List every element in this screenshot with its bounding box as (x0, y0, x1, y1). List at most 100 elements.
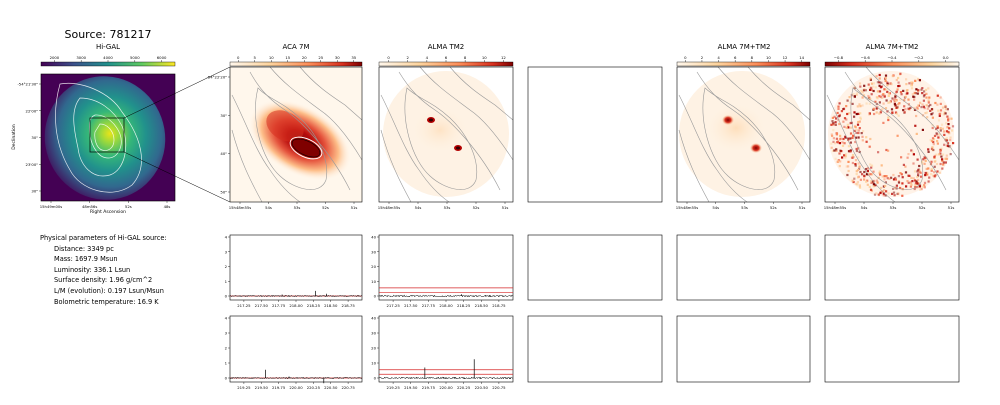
noise-pixel (838, 165, 841, 168)
noise-pixel (865, 173, 869, 176)
noise-pixel (833, 142, 836, 145)
noise-pixel (946, 126, 949, 129)
x-tick-label: 53s (741, 205, 748, 210)
noise-pixel (862, 130, 865, 133)
noise-pixel (862, 89, 866, 92)
noise-pixel (870, 180, 873, 183)
colorbar-tick-label: 4 (426, 55, 429, 60)
noise-pixel (837, 159, 840, 162)
spectrum-y-tick-label: 40 (371, 316, 376, 321)
noise-pixel (830, 146, 833, 149)
noise-pixel (913, 108, 917, 111)
noise-pixel (849, 132, 853, 135)
noise-pixel (870, 86, 873, 89)
x-tick-label: 54s (712, 205, 719, 210)
spectrum-x-tick-label: 217.75 (272, 303, 286, 308)
noise-pixel (906, 180, 909, 183)
noise-pixel (917, 172, 920, 176)
noise-pixel (904, 171, 908, 174)
noise-pixel (891, 111, 894, 114)
noise-pixel (917, 78, 920, 81)
noise-pixel (855, 93, 858, 96)
tm2-panel: ALMA TM2 0 2 4 6 8 10 12 15h48m55s 54s 53s 52s 51s (378, 43, 514, 210)
noise-pixel (872, 82, 876, 85)
noise-pixel (931, 124, 934, 127)
noise-pixel (916, 158, 919, 161)
higal-colorbar-ticks: 2000 3000 4000 5000 6000 (50, 55, 167, 62)
noise-pixel (879, 86, 882, 89)
noise-pixel (832, 129, 835, 132)
combneg-x-ticks: 15h48m55s 54s 53s 52s 51s (824, 202, 954, 210)
noise-pixel (876, 81, 879, 84)
noise-pixel (833, 149, 836, 152)
noise-pixel (878, 84, 881, 87)
spectrum-panel (527, 315, 663, 383)
noise-pixel (935, 162, 939, 166)
noise-pixel (907, 107, 910, 110)
y-tick-label: 30" (31, 189, 38, 194)
noise-pixel (861, 139, 864, 142)
noise-pixel (931, 146, 934, 149)
noise-pixel (937, 119, 941, 122)
noise-pixel (883, 88, 886, 91)
noise-pixel (870, 173, 874, 176)
noise-pixel (845, 126, 848, 129)
combneg-colorbar-ticks: −0.8 −0.6 −0.4 −0.2 0.0 (834, 55, 949, 62)
noise-pixel (878, 170, 881, 173)
noise-pixel (846, 99, 849, 102)
noise-pixel (933, 175, 936, 178)
comb-source-2 (750, 143, 762, 153)
noise-pixel (910, 81, 913, 84)
noise-pixel (871, 180, 874, 183)
noise-pixel (858, 184, 861, 187)
noise-pixel (919, 188, 922, 191)
noise-pixel (875, 179, 879, 182)
noise-pixel (896, 192, 899, 195)
noise-pixel (910, 176, 913, 179)
noise-pixel (905, 83, 908, 86)
higal-x-ticks: 15h49m00s 48m56s 52s 48s (40, 201, 170, 209)
noise-pixel (897, 181, 901, 184)
noise-pixel (886, 177, 889, 180)
colorbar-tick-label: 8 (751, 55, 754, 60)
noise-pixel (923, 107, 926, 110)
noise-pixel (922, 105, 925, 108)
noise-pixel (933, 165, 936, 168)
noise-pixel (897, 192, 900, 195)
noise-pixel (859, 105, 862, 108)
spectrum-x-tick-label: 220.50 (475, 385, 489, 390)
noise-pixel (865, 102, 868, 105)
colorbar-tick-label: −0.8 (834, 55, 844, 60)
noise-pixel (886, 82, 889, 85)
noise-pixel (901, 182, 904, 185)
physical-parameters: Physical parameters of Hi-GAL source: Di… (40, 233, 167, 307)
x-tick-label: 52s (322, 205, 329, 210)
noise-pixel (855, 128, 858, 131)
x-tick-label: 54s (861, 205, 868, 210)
noise-pixel (901, 194, 904, 197)
spectrum-x-tick-label: 218.75 (492, 303, 506, 308)
noise-pixel (905, 78, 908, 81)
noise-pixel (849, 137, 852, 140)
noise-pixel (884, 77, 887, 80)
noise-pixel (924, 159, 927, 162)
noise-pixel (850, 156, 853, 159)
noise-pixel (872, 89, 875, 93)
noise-pixel (946, 144, 950, 148)
noise-pixel (872, 183, 875, 186)
x-tick-label: 54s (415, 205, 422, 210)
noise-pixel (879, 95, 882, 99)
x-tick-label: 51s (799, 205, 806, 210)
noise-pixel (898, 84, 901, 87)
noise-pixel (896, 106, 899, 109)
noise-pixel (878, 77, 881, 80)
noise-pixel (887, 118, 890, 122)
colorbar-tick-label: 12 (783, 55, 788, 60)
noise-pixel (891, 75, 894, 78)
noise-pixel (923, 162, 926, 165)
noise-pixel (923, 181, 927, 184)
x-tick-label: 51s (351, 205, 358, 210)
noise-pixel (853, 129, 856, 132)
noise-pixel (854, 159, 858, 162)
noise-pixel (856, 181, 859, 184)
